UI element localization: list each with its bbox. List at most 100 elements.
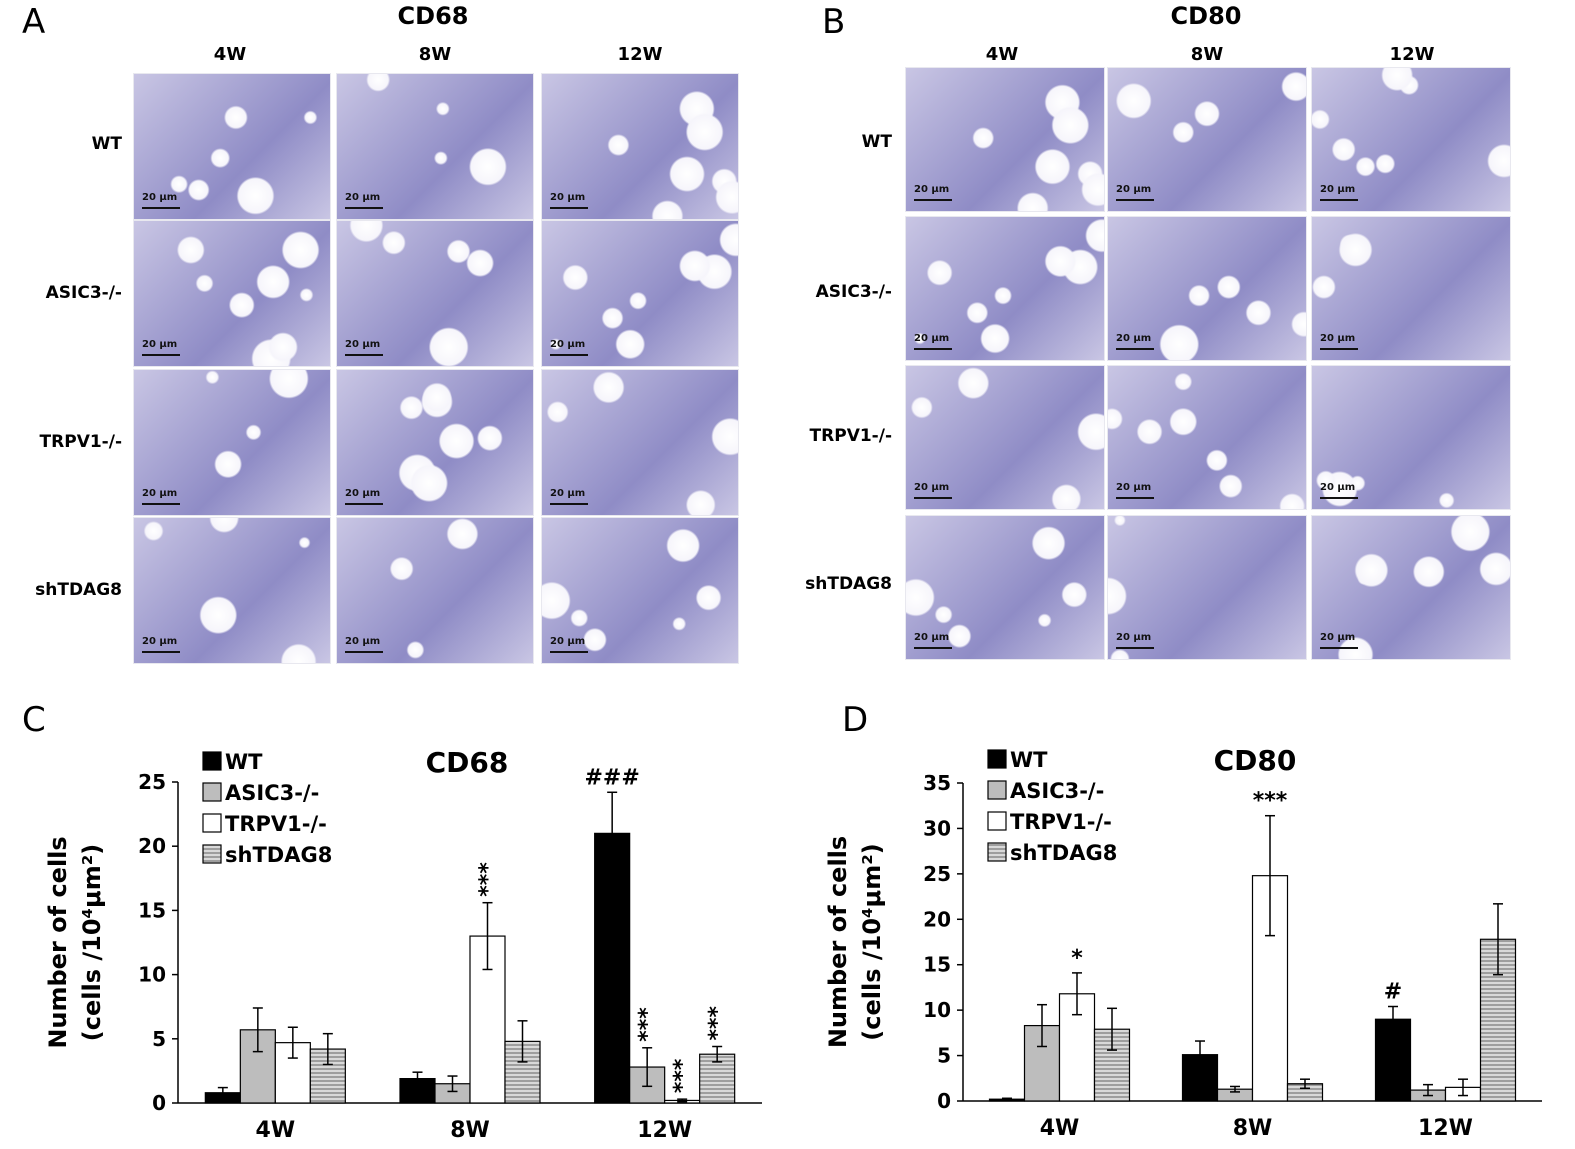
panel-b-micrograph-shtdag8-8w: 20 μm [1107,515,1307,660]
significance-label: *** [635,1007,660,1042]
panel-a-micrograph-asic3-8w: 20 μm [336,220,534,367]
panel-b-row-trpv1: TRPV1-/- [809,426,892,446]
scale-bar [914,199,952,201]
scale-bar-label: 20 μm [914,184,950,195]
y-tick-label: 5 [937,1044,951,1068]
scale-bar-label: 20 μm [142,636,178,647]
scale-bar-label: 20 μm [1320,482,1356,493]
panel-a-col-4w: 4W [213,44,247,65]
panel-b-micrograph-asic3-8w: 20 μm [1107,216,1307,361]
panel-letter-d: D [842,700,869,740]
legend-swatch [202,782,222,802]
legend-swatch [202,813,222,833]
panel-a-row-asic3: ASIC3-/- [45,283,122,303]
panel-a-micrograph-trpv1-12w: 20 μm [541,369,739,516]
scale-bar-label: 20 μm [1320,632,1356,643]
panel-a-micrograph-asic3-12w: 20 μm [541,220,739,367]
y-tick-label: 20 [923,907,951,931]
scale-bar-label: 20 μm [1320,184,1356,195]
scale-bar-label: 20 μm [142,488,178,499]
scale-bar [550,207,588,209]
significance-label: *** [670,1058,695,1093]
legend-swatch [987,780,1007,800]
panel-a-micrograph-shtdag8-4w: 20 μm [133,517,331,664]
panel-b-row-wt: WT [861,132,892,152]
y-axis-label: Number of cells [44,836,72,1048]
significance-label: ### [585,765,640,790]
panel-b-micrograph-wt-12w: 20 μm [1311,67,1511,212]
panel-b-micrograph-shtdag8-12w: 20 μm [1311,515,1511,660]
panel-a-micrograph-trpv1-8w: 20 μm [336,369,534,516]
scale-bar [1116,497,1154,499]
legend-swatch [202,844,222,864]
x-tick-label: 12W [1418,1116,1473,1141]
panel-a-micrograph-trpv1-4w: 20 μm [133,369,331,516]
scale-bar-label: 20 μm [142,192,178,203]
panel-b-title: CD80 [1170,2,1242,30]
scale-bar-label: 20 μm [914,333,950,344]
scale-bar [914,647,952,649]
scale-bar [1116,199,1154,201]
y-tick-label: 25 [923,862,951,886]
panel-letter-b: B [822,2,846,42]
x-tick-label: 8W [1233,1116,1273,1141]
y-tick-label: 25 [138,770,166,794]
scale-bar-label: 20 μm [550,339,586,350]
significance-label: *** [705,1005,730,1040]
y-tick-label: 10 [923,998,951,1022]
y-axis-label-units: (cells /10⁴μm²) [78,844,106,1041]
scale-bar [142,651,180,653]
scale-bar [550,354,588,356]
panel-b-micrograph-wt-4w: 20 μm [905,67,1105,212]
x-tick-label: 12W [637,1118,692,1143]
panel-b-col-8w: 8W [1190,44,1224,65]
scale-bar-label: 20 μm [345,339,381,350]
panel-a-micrograph-wt-12w: 20 μm [541,73,739,220]
legend-label: shTDAG8 [1010,841,1117,865]
bar-wt-12w [594,832,631,1104]
y-tick-label: 10 [138,963,166,987]
panel-a-row-trpv1: TRPV1-/- [39,432,122,452]
panel-b-micrograph-asic3-4w: 20 μm [905,216,1105,361]
scale-bar [345,354,383,356]
scale-bar [1116,647,1154,649]
significance-label: * [1071,946,1083,971]
panel-a-micrograph-shtdag8-8w: 20 μm [336,517,534,664]
y-tick-label: 0 [937,1089,951,1113]
panel-letter-a: A [22,2,46,42]
scale-bar [142,207,180,209]
scale-bar [1320,647,1358,649]
legend-label: WT [1010,748,1048,772]
y-tick-label: 35 [923,771,951,795]
y-axis-label: Number of cells [824,836,852,1048]
panel-a-col-8w: 8W [418,44,452,65]
panel-a-micrograph-asic3-4w: 20 μm [133,220,331,367]
x-tick-label: 4W [1040,1116,1080,1141]
scale-bar-label: 20 μm [1116,184,1152,195]
scale-bar [1320,199,1358,201]
panel-b-row-asic3: ASIC3-/- [815,282,892,302]
y-tick-label: 30 [923,816,951,840]
panel-a-row-shtdag8: shTDAG8 [35,580,122,600]
legend-label: WT [225,750,263,774]
y-tick-label: 20 [138,834,166,858]
x-tick-label: 4W [256,1118,296,1143]
panel-a-micrograph-wt-4w: 20 μm [133,73,331,220]
panel-b-col-4w: 4W [985,44,1019,65]
bar-shtdag8-8w [504,1040,541,1104]
chart-cd80: 0 5 10 15 20 25 30 35 Number of cells (cells /10⁴… [824,744,1542,1141]
scale-bar [550,503,588,505]
scale-bar-label: 20 μm [1116,333,1152,344]
scale-bar-label: 20 μm [1116,632,1152,643]
scale-bar-label: 20 μm [345,488,381,499]
scale-bar [914,497,952,499]
panel-b-col-12w: 12W [1389,44,1435,65]
scale-bar-label: 20 μm [914,632,950,643]
significance-label: # [1384,980,1402,1005]
scale-bar [1116,348,1154,350]
scale-bar-label: 20 μm [550,192,586,203]
panel-b-row-shtdag8: shTDAG8 [805,574,892,594]
panel-a-row-wt: WT [91,134,122,154]
scale-bar [1320,497,1358,499]
panel-a-title: CD68 [397,2,469,30]
